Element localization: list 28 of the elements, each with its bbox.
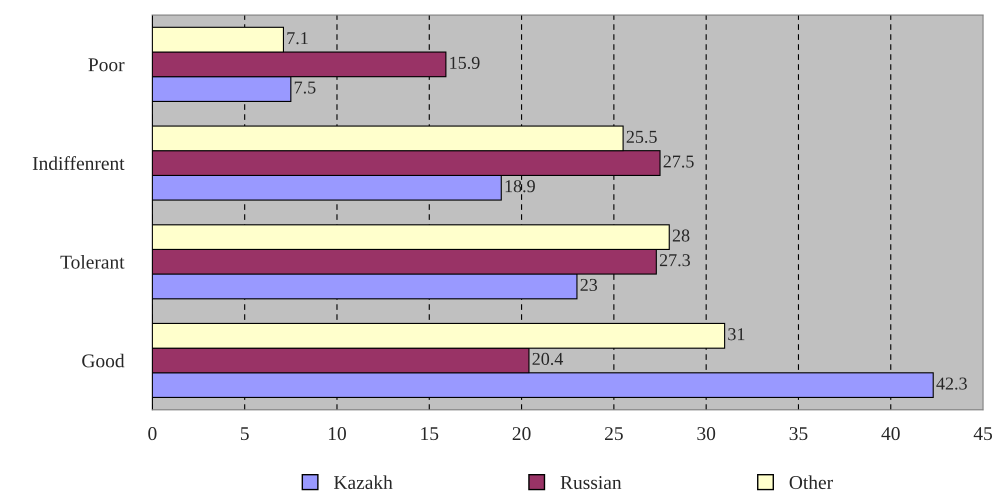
data-label: 15.9 bbox=[450, 56, 480, 69]
x-tick-label: 15 bbox=[421, 427, 438, 440]
y-tick-label: Good bbox=[82, 354, 124, 368]
data-label: 27.5 bbox=[664, 155, 694, 168]
legend-label: Other bbox=[790, 475, 833, 490]
y-tick-label: Indiffenrent bbox=[32, 156, 124, 170]
legend-label: Russian bbox=[560, 476, 622, 490]
x-tick-label: 20 bbox=[512, 427, 531, 440]
x-tick-label: 45 bbox=[974, 427, 992, 440]
x-tick-label: 40 bbox=[881, 427, 900, 440]
data-label: 7.5 bbox=[294, 82, 316, 94]
data-label: 42.3 bbox=[936, 378, 967, 390]
data-label: 31 bbox=[728, 328, 744, 340]
data-label: 20.4 bbox=[532, 352, 564, 366]
data-label: 25.5 bbox=[626, 130, 657, 143]
data-label: 7.1 bbox=[287, 32, 308, 44]
data-label: 23 bbox=[580, 278, 598, 291]
data-label: 27.3 bbox=[660, 254, 690, 266]
x-tick-label: 5 bbox=[240, 427, 249, 440]
data-label: 28 bbox=[672, 229, 690, 242]
x-tick-label: 10 bbox=[328, 427, 346, 440]
x-tick-label: 25 bbox=[605, 427, 623, 440]
x-tick-label: 30 bbox=[697, 427, 716, 440]
y-tick-label: Tolerant bbox=[60, 255, 124, 269]
y-tick-label: Poor bbox=[88, 58, 124, 72]
legend-label: Kazakh bbox=[334, 475, 393, 490]
x-tick-label: 0 bbox=[148, 427, 157, 440]
x-tick-label: 35 bbox=[790, 427, 808, 440]
